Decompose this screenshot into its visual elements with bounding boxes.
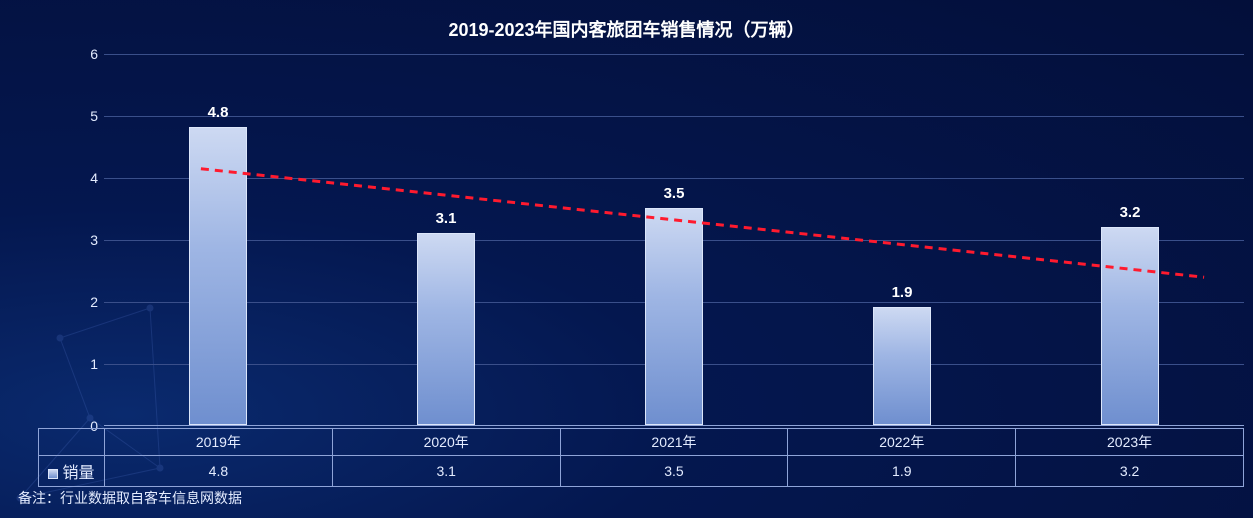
table-header-cell: 2022年 <box>788 429 1016 456</box>
chart-title: 2019-2023年国内客旅团车销售情况（万辆） <box>0 16 1253 42</box>
legend-swatch-icon <box>48 469 58 479</box>
grid-line <box>104 116 1244 117</box>
table-header-cell: 2021年 <box>560 429 788 456</box>
table-data-cell: 3.5 <box>560 456 788 487</box>
bar <box>1101 227 1159 425</box>
bar-value-label: 4.8 <box>208 104 229 121</box>
table-data-cell: 3.1 <box>332 456 560 487</box>
y-tick-label: 3 <box>74 232 98 248</box>
table-header-cell: 2023年 <box>1016 429 1244 456</box>
table-data-cell: 4.8 <box>105 456 333 487</box>
data-table: 2019年2020年2021年2022年2023年 销量 4.83.13.51.9… <box>38 428 1244 487</box>
bar-value-label: 3.5 <box>664 185 685 202</box>
bar <box>873 307 931 425</box>
row-label-text: 销量 <box>62 465 94 482</box>
footnote: 备注：行业数据取自客车信息网数据 <box>18 488 242 508</box>
bar-value-label: 3.2 <box>1120 204 1141 221</box>
grid-line <box>104 178 1244 179</box>
bar-value-label: 1.9 <box>892 284 913 301</box>
chart-area: 01234564.83.13.51.93.2 <box>74 54 1244 426</box>
y-tick-label: 5 <box>74 108 98 124</box>
y-tick-label: 6 <box>74 46 98 62</box>
bar <box>417 233 475 425</box>
y-tick-label: 4 <box>74 170 98 186</box>
bar <box>645 208 703 425</box>
table-data-cell: 3.2 <box>1016 456 1244 487</box>
table-row-label: 销量 <box>39 456 105 487</box>
bar-value-label: 3.1 <box>436 210 457 227</box>
table-header-cell: 2020年 <box>332 429 560 456</box>
grid-line <box>104 54 1244 55</box>
table-data-cell: 1.9 <box>788 456 1016 487</box>
plot-area: 01234564.83.13.51.93.2 <box>104 54 1244 426</box>
bar <box>189 127 247 425</box>
y-tick-label: 1 <box>74 356 98 372</box>
table-corner <box>39 429 105 456</box>
table-header-cell: 2019年 <box>105 429 333 456</box>
y-tick-label: 2 <box>74 294 98 310</box>
